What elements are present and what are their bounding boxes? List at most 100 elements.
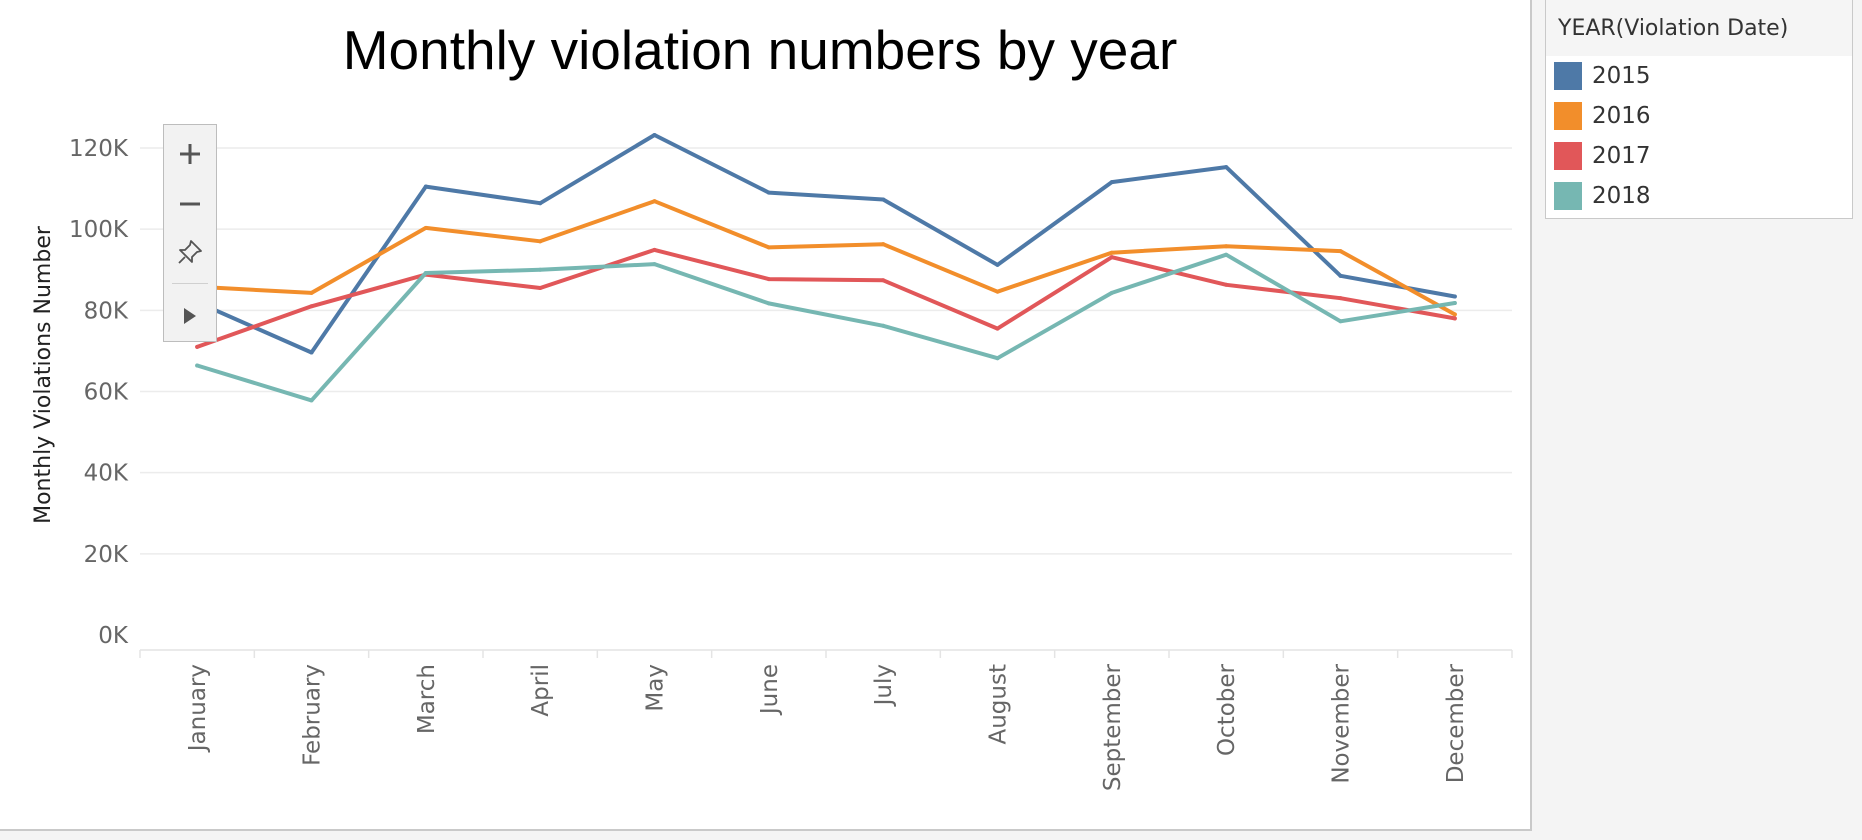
series-line-2016[interactable] (195, 199, 1457, 317)
plus-icon (180, 144, 200, 164)
data-point-2017[interactable] (1109, 255, 1114, 260)
data-point-2018[interactable] (195, 363, 200, 368)
data-point-2018[interactable] (881, 323, 886, 328)
legend-label-2018: 2018 (1592, 183, 1651, 209)
zoom-out-button[interactable] (164, 183, 216, 225)
y-tick-label: 100K (69, 217, 129, 243)
y-tick-label: 20K (84, 542, 129, 568)
y-tick-label: 60K (84, 380, 129, 406)
data-point-2016[interactable] (538, 239, 543, 244)
y-tick-label: 0K (98, 623, 129, 649)
series-line-2015[interactable] (195, 133, 1457, 355)
x-tick-label: May (643, 664, 669, 712)
data-point-2016[interactable] (1452, 312, 1457, 317)
chart-title: Monthly violation numbers by year (342, 19, 1178, 81)
data-point-2015[interactable] (538, 201, 543, 206)
series-line-2017[interactable] (195, 247, 1457, 349)
legend-label-2017: 2017 (1592, 143, 1651, 169)
data-point-2017[interactable] (881, 278, 886, 283)
data-point-2015[interactable] (652, 133, 657, 138)
toolbar-separator (172, 283, 208, 284)
data-point-2015[interactable] (1109, 180, 1114, 185)
x-tick-label: January (185, 664, 211, 753)
data-point-2017[interactable] (195, 344, 200, 349)
data-point-2018[interactable] (423, 270, 428, 275)
data-point-2015[interactable] (309, 350, 314, 355)
data-point-2016[interactable] (423, 225, 428, 230)
x-tick-label: April (528, 664, 554, 717)
data-point-2016[interactable] (1224, 244, 1229, 249)
data-point-2015[interactable] (1224, 165, 1229, 170)
x-tick-label: December (1443, 663, 1469, 783)
chart-canvas: 0K 20K 40K 60K 80K 100K 120K January February Ma… (31, 133, 1513, 791)
data-point-2016[interactable] (309, 290, 314, 295)
x-tick-label: October (1214, 663, 1240, 756)
data-point-2017[interactable] (1338, 296, 1343, 301)
y-tick-label: 80K (84, 298, 129, 324)
data-point-2018[interactable] (1224, 252, 1229, 257)
data-point-2016[interactable] (995, 289, 1000, 294)
y-axis-label: Monthly Violations Number (31, 225, 56, 524)
data-point-2016[interactable] (1338, 249, 1343, 254)
y-tick-label: 40K (84, 461, 129, 487)
expand-toolbar-button[interactable] (164, 295, 216, 337)
data-point-2017[interactable] (1224, 282, 1229, 287)
x-tick-label: June (757, 664, 783, 716)
data-point-2016[interactable] (881, 242, 886, 247)
data-point-2018[interactable] (1338, 319, 1343, 324)
gridlines (139, 147, 1513, 658)
data-point-2017[interactable] (652, 247, 657, 252)
data-point-2015[interactable] (995, 262, 1000, 267)
legend-swatch-2018 (1554, 182, 1582, 210)
legend-swatch-2016 (1554, 102, 1582, 130)
zoom-toolbar (163, 124, 217, 342)
data-point-2018[interactable] (309, 398, 314, 403)
legend-swatch-2017 (1554, 142, 1582, 170)
legend-item-2015[interactable]: 2015 (1546, 56, 1852, 96)
y-tick-label: 120K (69, 136, 129, 162)
y-axis-ticks: 0K 20K 40K 60K 80K 100K 120K (69, 136, 129, 649)
x-tick-label: November (1329, 663, 1355, 783)
data-point-2015[interactable] (1452, 294, 1457, 299)
x-tick-label: February (300, 664, 326, 766)
data-point-2015[interactable] (1338, 273, 1343, 278)
data-point-2016[interactable] (1109, 250, 1114, 255)
data-point-2015[interactable] (766, 190, 771, 195)
zoom-in-button[interactable] (164, 133, 216, 175)
data-point-2017[interactable] (538, 286, 543, 291)
legend-item-2016[interactable]: 2016 (1546, 96, 1852, 136)
data-point-2017[interactable] (309, 304, 314, 309)
legend-title: YEAR(Violation Date) (1546, 0, 1852, 56)
x-axis-ticks: January February March April May June July Augu… (185, 663, 1469, 791)
data-point-2018[interactable] (1452, 301, 1457, 306)
data-point-2017[interactable] (1452, 316, 1457, 321)
pin-button[interactable] (164, 231, 216, 273)
x-tick-label: August (986, 664, 1012, 745)
pin-icon (178, 240, 202, 264)
data-point-2018[interactable] (652, 262, 657, 267)
data-point-2018[interactable] (538, 267, 543, 272)
legend-item-2017[interactable]: 2017 (1546, 136, 1852, 176)
legend-item-2018[interactable]: 2018 (1546, 176, 1852, 216)
x-tick-label: September (1100, 663, 1126, 791)
series-lines (195, 133, 1457, 403)
x-tick-label: March (414, 664, 440, 734)
data-point-2017[interactable] (995, 326, 1000, 331)
data-point-2018[interactable] (1109, 290, 1114, 295)
x-tick-label: July (871, 664, 897, 707)
data-point-2017[interactable] (766, 277, 771, 282)
series-line-2018[interactable] (195, 252, 1457, 403)
legend-label-2016: 2016 (1592, 103, 1651, 129)
legend: YEAR(Violation Date) 2015 2016 2017 2018 (1545, 0, 1853, 219)
play-arrow-icon (184, 308, 196, 324)
data-point-2018[interactable] (995, 356, 1000, 361)
data-point-2016[interactable] (652, 199, 657, 204)
chart-pane: Monthly violation numbers by year 0K 20K 4… (0, 0, 1532, 831)
legend-label-2015: 2015 (1592, 63, 1651, 89)
data-point-2015[interactable] (423, 184, 428, 189)
minus-icon (180, 202, 200, 206)
data-point-2018[interactable] (766, 301, 771, 306)
data-point-2016[interactable] (766, 245, 771, 250)
legend-swatch-2015 (1554, 62, 1582, 90)
data-point-2015[interactable] (881, 197, 886, 202)
